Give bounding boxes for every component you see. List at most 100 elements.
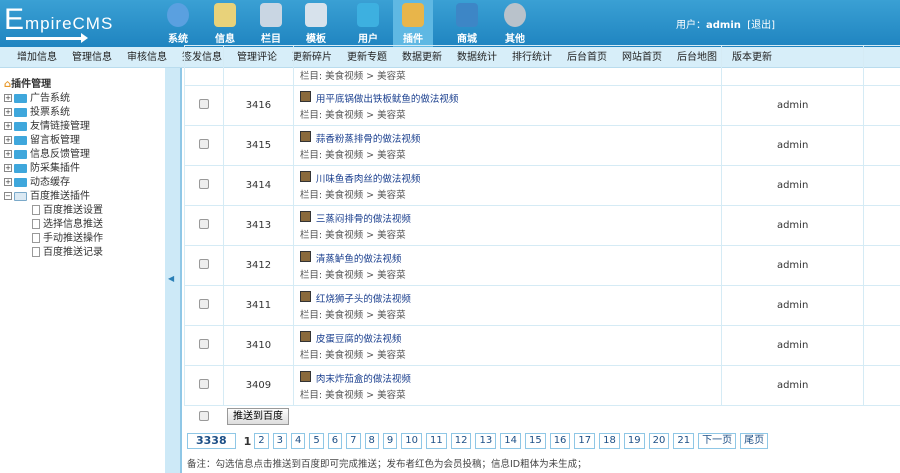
page-link[interactable]: 9 bbox=[382, 433, 398, 449]
page-link[interactable]: 13 bbox=[475, 433, 497, 449]
page-link[interactable]: 2 bbox=[254, 433, 269, 449]
edit-icon[interactable] bbox=[299, 290, 311, 302]
topnav-5[interactable]: 插件 bbox=[393, 0, 433, 47]
push-to-baidu-button[interactable]: 推送到百度 bbox=[227, 408, 289, 425]
checkbox-cell bbox=[184, 165, 224, 206]
page-link[interactable]: 5 bbox=[309, 433, 324, 449]
row-author: admin bbox=[721, 245, 865, 286]
row-checkbox[interactable] bbox=[198, 99, 209, 109]
row-checkbox[interactable] bbox=[198, 179, 209, 189]
topnav-4[interactable]: 用户 bbox=[350, 0, 386, 47]
topnav-3[interactable]: 模板 bbox=[298, 0, 334, 47]
row-extra bbox=[863, 285, 900, 326]
edit-icon[interactable] bbox=[299, 250, 311, 262]
row-title-link[interactable]: 皮蛋豆腐的做法视频 bbox=[315, 333, 402, 345]
sidebar-folder[interactable]: + 投票系统 bbox=[4, 106, 103, 120]
sidebar-leaf[interactable]: 百度推送设置 bbox=[4, 204, 103, 218]
page-link[interactable]: 8 bbox=[364, 433, 379, 449]
row-title-link[interactable]: 三蒸闷排骨的做法视频 bbox=[315, 213, 411, 225]
expand-icon[interactable]: + bbox=[4, 94, 12, 102]
logout-link[interactable]: [退出] bbox=[747, 20, 776, 31]
last-page-link[interactable]: 尾页 bbox=[740, 433, 769, 449]
table-row: 3412 清蒸鲈鱼的做法视频 栏目: 美食视频 > 美容菜 admin bbox=[184, 245, 900, 286]
folder-label: 信息反馈管理 bbox=[30, 149, 90, 160]
topnav-1[interactable]: 信息 bbox=[207, 0, 243, 47]
title-cell: 红烧狮子头的做法视频 栏目: 美食视频 > 美容菜 bbox=[292, 285, 723, 326]
sidebar-leaf[interactable]: 手动推送操作 bbox=[4, 232, 103, 246]
topnav-0[interactable]: 系统 bbox=[160, 0, 196, 47]
page-link[interactable]: 4 bbox=[291, 433, 306, 449]
checkbox-cell bbox=[184, 245, 224, 286]
page-link[interactable]: 15 bbox=[524, 433, 546, 449]
subnav-item[interactable]: 增加信息 bbox=[17, 52, 57, 63]
row-category: 栏目: 美食视频 > 美容菜 bbox=[299, 349, 406, 361]
page-link[interactable]: 17 bbox=[574, 433, 596, 449]
row-title-link[interactable]: 川味鱼香肉丝的做法视频 bbox=[315, 173, 421, 185]
row-checkbox[interactable] bbox=[198, 139, 209, 149]
row-title-link[interactable]: 清蒸鲈鱼的做法视频 bbox=[315, 253, 402, 265]
sidebar-leaf[interactable]: 百度推送记录 bbox=[4, 246, 103, 260]
sidebar-folder[interactable]: + 防采集插件 bbox=[4, 162, 103, 176]
page-link[interactable]: 16 bbox=[549, 433, 571, 449]
notepad-icon bbox=[214, 3, 236, 27]
row-checkbox[interactable] bbox=[198, 299, 209, 309]
page-link[interactable]: 10 bbox=[401, 433, 423, 449]
expand-icon[interactable]: + bbox=[4, 178, 12, 186]
subnav-item[interactable]: 管理信息 bbox=[72, 52, 112, 63]
edit-icon[interactable] bbox=[299, 330, 311, 342]
page-link[interactable]: 21 bbox=[673, 433, 695, 449]
subnav-item[interactable]: 审核信息 bbox=[127, 52, 167, 63]
page-link[interactable]: 11 bbox=[426, 433, 447, 449]
page-link[interactable]: 20 bbox=[648, 433, 670, 449]
collapse-icon[interactable]: − bbox=[4, 192, 12, 200]
collapse-arrow-icon[interactable]: ◀ bbox=[168, 274, 175, 283]
row-checkbox[interactable] bbox=[198, 339, 209, 349]
row-id: 3413 bbox=[222, 205, 294, 246]
title-cell: 清蒸鲈鱼的做法视频 栏目: 美食视频 > 美容菜 bbox=[292, 245, 723, 286]
user-box: 用户：admin [退出] bbox=[676, 20, 776, 31]
sidebar-folder-open[interactable]: − 百度推送插件 bbox=[4, 190, 103, 204]
row-checkbox[interactable] bbox=[198, 379, 209, 389]
sidebar-toggle[interactable]: ◀ bbox=[165, 68, 180, 473]
row-title-link[interactable]: 红烧狮子头的做法视频 bbox=[315, 293, 411, 305]
sidebar-leaf[interactable]: 选择信息推送 bbox=[4, 218, 103, 232]
sidebar-root: ⌂插件管理 bbox=[4, 78, 103, 92]
row-checkbox[interactable] bbox=[198, 219, 209, 229]
folder-label: 动态缓存 bbox=[30, 177, 70, 188]
row-title-link[interactable]: 用平底锅做出铁板鱿鱼的做法视频 bbox=[315, 93, 459, 105]
sidebar-folder[interactable]: + 广告系统 bbox=[4, 92, 103, 106]
page-link[interactable]: 12 bbox=[450, 433, 472, 449]
expand-icon[interactable]: + bbox=[4, 136, 12, 144]
title-cell: 用平底锅做出铁板鱿鱼的做法视频 栏目: 美食视频 > 美容菜 bbox=[292, 85, 723, 126]
topnav-7[interactable]: 其他 bbox=[497, 0, 533, 47]
edit-icon[interactable] bbox=[299, 210, 311, 222]
sidebar-folder[interactable]: + 友情链接管理 bbox=[4, 120, 103, 134]
row-title-link[interactable]: 肉末炸茄盒的做法视频 bbox=[315, 373, 411, 385]
next-page-link[interactable]: 下一页 bbox=[698, 433, 737, 449]
edit-icon[interactable] bbox=[299, 130, 311, 142]
expand-icon[interactable]: + bbox=[4, 122, 12, 130]
info-table: 栏目: 美食视频 > 美容菜 3416 用平底锅做出铁板鱿鱼的做法视频 栏目: 美食… bbox=[184, 45, 900, 406]
page-link[interactable]: 14 bbox=[500, 433, 521, 449]
title-cell: 肉末炸茄盒的做法视频 栏目: 美食视频 > 美容菜 bbox=[292, 365, 723, 406]
page-link[interactable]: 3 bbox=[272, 433, 288, 449]
edit-icon[interactable] bbox=[299, 90, 311, 102]
expand-icon[interactable]: + bbox=[4, 150, 12, 158]
sidebar-folder[interactable]: + 留言板管理 bbox=[4, 134, 103, 148]
row-checkbox[interactable] bbox=[198, 259, 209, 269]
expand-icon[interactable]: + bbox=[4, 164, 12, 172]
topnav-6[interactable]: 商城 bbox=[449, 0, 485, 47]
edit-icon[interactable] bbox=[299, 370, 311, 382]
sidebar-folder[interactable]: + 动态缓存 bbox=[4, 176, 103, 190]
page-link[interactable]: 6 bbox=[327, 433, 343, 449]
page-link[interactable]: 18 bbox=[599, 433, 620, 449]
row-title-link[interactable]: 蒜香粉蒸排骨的做法视频 bbox=[315, 133, 421, 145]
select-all-checkbox[interactable] bbox=[199, 411, 209, 421]
page-link[interactable]: 7 bbox=[346, 433, 361, 449]
page-icon bbox=[32, 219, 40, 229]
page-link[interactable]: 19 bbox=[623, 433, 645, 449]
topnav-2[interactable]: 栏目 bbox=[253, 0, 289, 47]
edit-icon[interactable] bbox=[299, 170, 311, 182]
expand-icon[interactable]: + bbox=[4, 108, 12, 116]
sidebar-folder[interactable]: + 信息反馈管理 bbox=[4, 148, 103, 162]
